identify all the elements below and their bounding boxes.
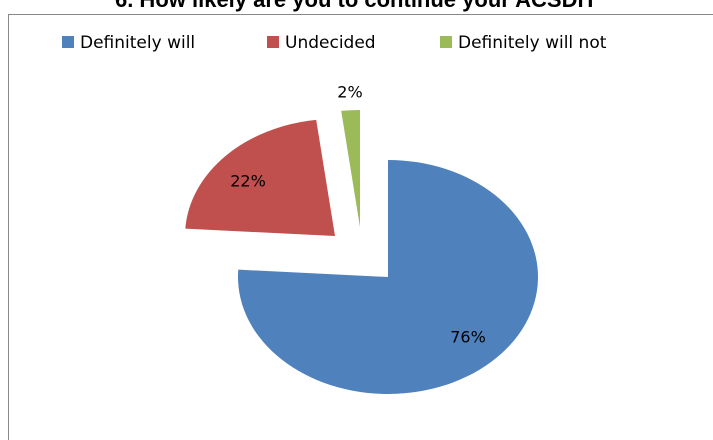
chart-title: 6. How likely are you to continue your A… (115, 0, 598, 12)
pie-slice (185, 119, 335, 236)
legend-swatch (62, 36, 74, 48)
data-label: 76% (450, 328, 486, 347)
legend-label: Definitely will not (458, 33, 607, 53)
data-label: 22% (230, 172, 266, 191)
pie-slice (341, 110, 360, 227)
legend-swatch (267, 36, 279, 48)
data-label: 2% (337, 83, 362, 102)
legend-label: Undecided (285, 33, 376, 53)
pie-slice (237, 160, 538, 394)
legend-label: Definitely will (80, 33, 195, 53)
legend-swatch (440, 36, 452, 48)
